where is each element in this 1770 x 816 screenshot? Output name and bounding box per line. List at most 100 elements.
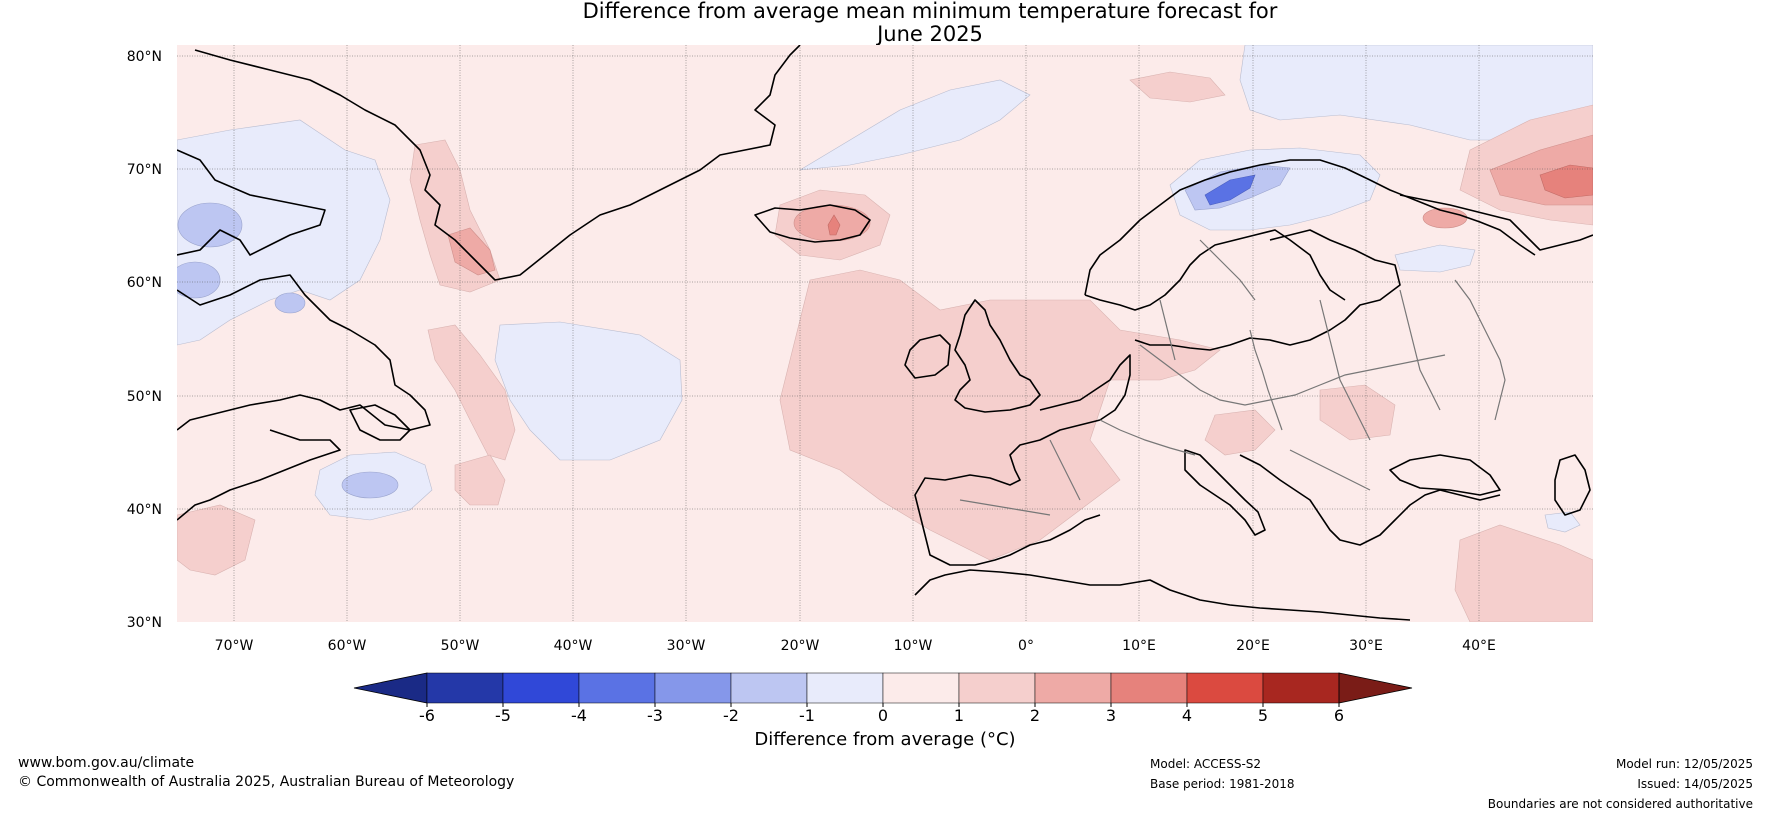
anomaly-region-cold-labrador-west [177, 261, 221, 299]
lon-label-0: 0° [1018, 638, 1034, 654]
footer-model-run: Model run: 12/05/2025 [1615, 757, 1753, 771]
lat-label-80n: 80°N [127, 49, 162, 65]
anomaly-region-warm-west-edge [177, 504, 256, 576]
colorbar-tick-label: -1 [799, 706, 815, 725]
coastline-greenland [194, 45, 801, 281]
longitude-labels: 70°W 60°W 50°W 40°W 30°W 20°W 10°W 0° 10… [215, 638, 1496, 654]
footer-base-period: Base period: 1981-2018 [1150, 777, 1295, 791]
colorbar-tick-label: 6 [1334, 706, 1344, 725]
colorbar-tick-label: 5 [1258, 706, 1268, 725]
anomaly-region-negative-greenland-sea [799, 79, 1031, 171]
colorbar-segment [882, 672, 960, 704]
colorbar-extend-high [1338, 672, 1413, 704]
footer-copyright: © Commonwealth of Australia 2025, Austra… [18, 774, 515, 790]
lon-label-70w: 70°W [215, 638, 254, 654]
anomaly-region-negative-karelia [1394, 244, 1476, 273]
anomaly-region-negative-arctic [1239, 45, 1593, 141]
colorbar-tick-label: 1 [954, 706, 964, 725]
colorbar-segment [1186, 672, 1264, 704]
colorbar-segment [730, 672, 808, 704]
anomaly-region-cold-norway-core [1204, 174, 1256, 206]
map-title-line-1: Difference from average mean minimum tem… [582, 0, 1278, 23]
anomaly-shading [177, 45, 1593, 622]
lat-label-50n: 50°N [127, 389, 162, 405]
coastline-iceland [754, 204, 871, 243]
lon-label-50w: 50°W [441, 638, 480, 654]
lon-label-20w: 20°W [781, 638, 820, 654]
coastline-ireland [904, 334, 951, 379]
colorbar-segment [806, 672, 884, 704]
colorbar [353, 672, 1413, 704]
colorbar-tick-label: 4 [1182, 706, 1192, 725]
coastline-balkans [1239, 454, 1501, 546]
footer-website: www.bom.gov.au/climate [18, 755, 195, 771]
coastline-black-sea [1389, 454, 1501, 496]
lat-label-40n: 40°N [127, 502, 162, 518]
coastlines [177, 45, 1593, 621]
coastline-baltic [1134, 229, 1401, 351]
coastline-scandinavia [1084, 159, 1536, 311]
coastline-great-britain [954, 299, 1041, 413]
colorbar-ticks: -6 -5 -4 -3 -2 -1 0 1 2 3 4 5 6 [419, 703, 1344, 725]
colorbar-segment [578, 672, 656, 704]
anomaly-region-negative-atlantic [494, 321, 683, 461]
coastline-north-africa [914, 569, 1411, 621]
anomaly-region-cold-baffin [177, 202, 243, 248]
lat-label-70n: 70°N [127, 162, 162, 178]
lat-label-30n: 30°N [127, 615, 162, 631]
coastline-baffin-island [177, 149, 326, 256]
anomaly-region-negative-labrador [177, 119, 391, 346]
colorbar-tick-label: -2 [723, 706, 739, 725]
lon-label-30w: 30°W [667, 638, 706, 654]
lon-label-10w: 10°W [894, 638, 933, 654]
anomaly-region-warm-arctic-island [1129, 71, 1226, 103]
colorbar-tick-label: 0 [878, 706, 888, 725]
coastline-labrador [177, 274, 431, 431]
anomaly-region-cold-labrador-east [274, 292, 306, 314]
map-title-line-2: June 2025 [877, 22, 983, 46]
footer-disclaimer: Boundaries are not considered authoritat… [1487, 797, 1753, 811]
colorbar-tick-label: 3 [1106, 706, 1116, 725]
colorbar-tick-label: -4 [571, 706, 587, 725]
anomaly-region-warm-ukraine [1319, 384, 1396, 441]
lon-label-30e: 30°E [1349, 638, 1383, 654]
colorbar-segment [1110, 672, 1188, 704]
colorbar-label: Difference from average (°C) [754, 729, 1016, 750]
anomaly-region-negative-caspian [1544, 511, 1581, 533]
anomaly-region-warm-atlantic-south [454, 454, 506, 506]
coastline-caspian [1554, 454, 1591, 516]
coastline-western-europe [914, 354, 1131, 566]
anomaly-region-cold-newfoundland [341, 471, 399, 499]
colorbar-segment [958, 672, 1036, 704]
footer-model: Model: ACCESS-S2 [1150, 757, 1262, 771]
lat-label-60n: 60°N [127, 275, 162, 291]
map-title: Difference from average mean minimum tem… [0, 0, 1770, 46]
colorbar-tick-label: -6 [419, 706, 435, 725]
anomaly-region-negative-scandinavia [1169, 147, 1381, 231]
colorbar-tick-label: -3 [647, 706, 663, 725]
lon-label-40w: 40°W [554, 638, 593, 654]
lon-label-10e: 10°E [1122, 638, 1156, 654]
footer-issued: Issued: 14/05/2025 [1637, 777, 1753, 791]
colorbar-segment [426, 672, 504, 704]
colorbar-segment [654, 672, 732, 704]
anomaly-region-very-hot-barents [1539, 164, 1593, 199]
coastline-italy [1184, 449, 1266, 536]
colorbar-segment [502, 672, 580, 704]
anomaly-region-warm-atlantic-west [427, 324, 516, 461]
latitude-labels: 80°N 70°N 60°N 50°N 40°N 30°N [127, 49, 162, 631]
anomaly-region-very-hot-iceland [827, 214, 841, 236]
coastline-russia-north [1399, 194, 1593, 251]
colorbar-tick-label: -5 [495, 706, 511, 725]
colorbar-segment [1034, 672, 1112, 704]
colorbar-tick-label: 2 [1030, 706, 1040, 725]
lon-label-40e: 40°E [1462, 638, 1496, 654]
anomaly-region-warm-italy [1204, 409, 1276, 456]
map-gridlines [177, 45, 1593, 622]
lon-label-20e: 20°E [1236, 638, 1270, 654]
coastline-newfoundland [177, 404, 411, 521]
lon-label-60w: 60°W [328, 638, 367, 654]
colorbar-extend-low [353, 672, 428, 704]
colorbar-segment [1262, 672, 1340, 704]
